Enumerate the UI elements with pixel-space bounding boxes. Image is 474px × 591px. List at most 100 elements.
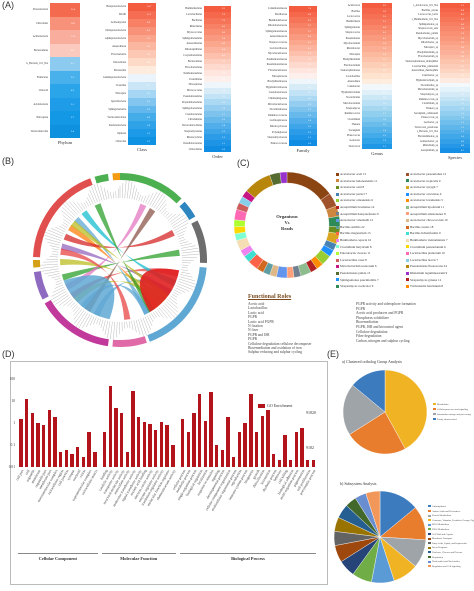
heatmap-cell-value: 5.2 bbox=[308, 29, 311, 33]
heatmap-row-label: Chitinophagaceae bbox=[268, 96, 287, 100]
go-bar bbox=[197, 394, 202, 467]
heatmap-title: Family bbox=[296, 148, 310, 153]
heatmap-row-label: Desulfobacterales bbox=[183, 141, 202, 145]
legend-swatch bbox=[428, 551, 431, 554]
circos-tick bbox=[138, 194, 141, 201]
heatmap-row-label: Ktedonobacteria bbox=[108, 123, 126, 127]
go-bar bbox=[102, 431, 107, 467]
legend-swatch bbox=[336, 284, 339, 288]
circos-tick bbox=[133, 188, 137, 200]
circos-segment bbox=[179, 201, 196, 220]
legend-swatch bbox=[428, 542, 431, 545]
heatmap-row-label: Hyphomicrobium_sp bbox=[415, 78, 438, 82]
pie-slice bbox=[384, 369, 428, 450]
circos-tick bbox=[124, 180, 127, 199]
heatmap-cell bbox=[289, 112, 317, 119]
heatmap-cell bbox=[440, 120, 470, 126]
heatmap-row-label: k_Bacteria_101_NA bbox=[26, 62, 48, 66]
circos-tick bbox=[89, 316, 95, 326]
circos-tick bbox=[143, 195, 147, 203]
organism-legend-item: Azotobacter vinelandii 12 bbox=[336, 218, 373, 222]
heatmap-title: Genus bbox=[371, 151, 383, 156]
circos-tick bbox=[167, 299, 179, 309]
heatmap-cell bbox=[362, 73, 392, 79]
heatmap-cell bbox=[362, 30, 392, 36]
heatmap-row-label: Acidobacteria bbox=[33, 102, 48, 106]
heatmap-cell bbox=[204, 81, 231, 89]
heatmap-cell-value: 4.5 bbox=[461, 13, 464, 17]
heatmap-cell bbox=[440, 115, 470, 121]
legend-swatch bbox=[336, 238, 339, 242]
heatmap-cell bbox=[440, 101, 470, 107]
heatmap-row-label: Bradyrhizobium_sp bbox=[417, 50, 438, 54]
circos-tick bbox=[153, 312, 157, 318]
heatmap-cell bbox=[440, 35, 470, 41]
organism-legend-item: Acetobacter lovaniensis 5 bbox=[406, 198, 443, 202]
legend-swatch bbox=[336, 265, 339, 269]
circos-tick bbox=[77, 202, 84, 211]
heatmap-row-label: Caulobacteraceae bbox=[268, 91, 287, 95]
functional-role-item: Cellulose degradation bbox=[356, 329, 388, 334]
go-bar bbox=[249, 394, 253, 467]
legend-label: Sphingomonas paucimobilis 7 bbox=[340, 277, 379, 282]
heatmap-cell-value: 2.8 bbox=[461, 55, 464, 59]
functional-role-item: Lactobacillus bbox=[248, 306, 268, 311]
heatmap-cell bbox=[440, 31, 470, 37]
heatmap-cell bbox=[204, 23, 231, 30]
heatmap-cell bbox=[128, 34, 156, 43]
legend-swatch bbox=[428, 533, 431, 536]
heatmap-cell bbox=[362, 132, 392, 139]
heatmap-cell-value: 1.1 bbox=[383, 144, 386, 148]
circos-tick bbox=[78, 312, 89, 329]
legend-swatch bbox=[428, 546, 431, 549]
heatmap-cell-value: 2.3 bbox=[461, 74, 464, 78]
circos-tick bbox=[55, 295, 70, 305]
heatmap-row-label: Chromatiales bbox=[188, 118, 202, 122]
circos-tick bbox=[67, 300, 74, 307]
heatmap-cell bbox=[204, 111, 231, 118]
heatmap-title: Class bbox=[137, 147, 147, 152]
circos-segment bbox=[44, 300, 109, 347]
heatmap-row-label: Nocardioidaceae bbox=[269, 108, 287, 112]
heatmap-cell bbox=[362, 57, 392, 63]
legend-label: Azospirillum halopraeferens 9 bbox=[340, 211, 379, 216]
circos-tick bbox=[112, 192, 114, 199]
heatmap-row-label: Anaerolinea_thermophila bbox=[411, 69, 438, 73]
circos-tick bbox=[179, 276, 195, 282]
heatmap-row-label: Deltaproteobacteria bbox=[105, 29, 126, 33]
organism-legend-item: Clostridium butyricum 8 bbox=[336, 245, 372, 249]
heatmap-cell bbox=[128, 81, 156, 91]
donut-center-line1: Organisms bbox=[276, 214, 298, 219]
legend-label: Burkholderia cepacia 16 bbox=[340, 238, 372, 242]
circos-tick bbox=[107, 190, 110, 200]
organism-legend-item: Trichoderma harzianum 8 bbox=[406, 284, 443, 288]
circos-tick bbox=[126, 180, 130, 199]
circos-tick bbox=[80, 202, 86, 209]
circos-tick bbox=[157, 199, 167, 211]
go-bar bbox=[283, 434, 287, 467]
functional-role-item: Sulphur reducing and sulphur cycling bbox=[248, 350, 303, 355]
circos-tick bbox=[55, 226, 65, 233]
circos-tick bbox=[174, 222, 189, 231]
heatmap-cell-value: 3.6 bbox=[461, 31, 464, 35]
pie-legend-item: Cell Wall and Capsule bbox=[428, 533, 453, 536]
y-tick-label: 100 bbox=[9, 377, 15, 381]
heatmap-row-label: Flavobacterium_sp bbox=[418, 55, 438, 59]
heatmap-cell-value: 6.1 bbox=[71, 62, 74, 66]
heatmap-cell-value: 3.3 bbox=[222, 65, 225, 69]
heatmap-cell bbox=[362, 105, 392, 112]
heatmap-cell-value: 6.8 bbox=[308, 12, 311, 16]
heatmap-row-label: Nitrospira bbox=[115, 92, 126, 96]
heatmap-cell-value: 1.8 bbox=[461, 97, 464, 101]
heatmap-cell bbox=[440, 106, 470, 112]
circos-tick bbox=[61, 224, 68, 228]
heatmap-cell-value: 1.1 bbox=[222, 141, 225, 145]
legend-label: Metabolism bbox=[437, 403, 449, 406]
circos-tick bbox=[73, 308, 83, 320]
circos-tick bbox=[178, 236, 185, 240]
legend-swatch bbox=[406, 278, 409, 282]
heatmap-cell-value: 1.3 bbox=[222, 130, 225, 134]
heatmap-cell-value: 1.3 bbox=[461, 121, 464, 125]
heatmap-cell-value: 3.0 bbox=[308, 68, 311, 72]
heatmap-cell-value: 2.5 bbox=[147, 100, 150, 104]
